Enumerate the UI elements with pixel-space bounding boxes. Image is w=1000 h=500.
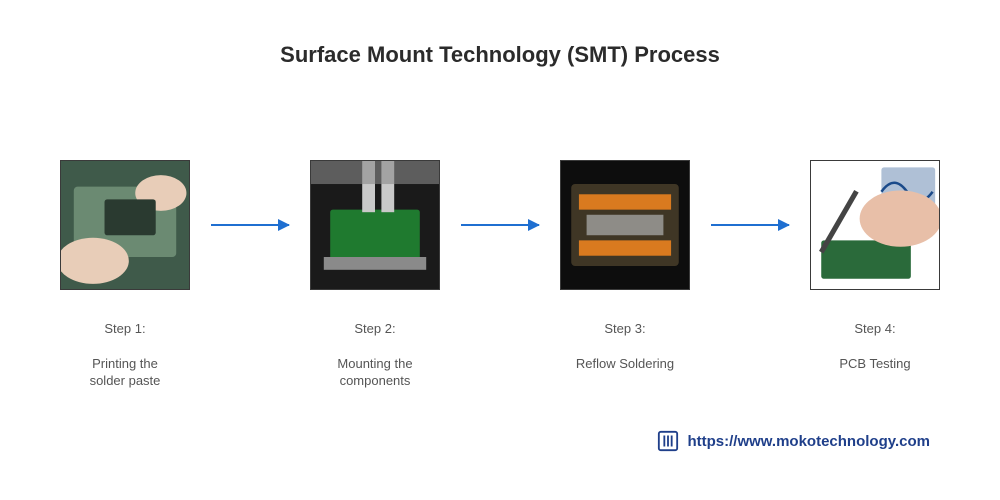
step-2: Step 2: Mounting the components — [300, 160, 450, 407]
step-4-label: Step 4: — [839, 320, 910, 338]
step-2-desc: Mounting the components — [337, 355, 412, 390]
step-1-label: Step 1: — [90, 320, 161, 338]
arrow-icon — [461, 224, 539, 226]
step-4-desc: PCB Testing — [839, 355, 910, 373]
footer-url-link[interactable]: https://www.mokotechnology.com — [687, 433, 930, 450]
arrow-2-3 — [455, 160, 545, 290]
arrow-3-4 — [705, 160, 795, 290]
step-3-image — [560, 160, 690, 290]
process-steps-row: Step 1: Printing the solder paste Step 2… — [50, 160, 950, 407]
brand-chip-icon — [657, 430, 679, 452]
arrow-icon — [211, 224, 289, 226]
step-1-desc: Printing the solder paste — [90, 355, 161, 390]
step-1: Step 1: Printing the solder paste — [50, 160, 200, 407]
step-2-label: Step 2: — [337, 320, 412, 338]
diagram-title: Surface Mount Technology (SMT) Process — [0, 42, 1000, 68]
step-2-caption: Step 2: Mounting the components — [337, 302, 412, 407]
step-3-caption: Step 3: Reflow Soldering — [576, 302, 674, 390]
step-1-image — [60, 160, 190, 290]
step-4: Step 4: PCB Testing — [800, 160, 950, 390]
arrow-1-2 — [205, 160, 295, 290]
step-3-desc: Reflow Soldering — [576, 355, 674, 373]
step-3-label: Step 3: — [576, 320, 674, 338]
step-2-image — [310, 160, 440, 290]
arrow-icon — [711, 224, 789, 226]
step-1-caption: Step 1: Printing the solder paste — [90, 302, 161, 407]
footer-attribution: https://www.mokotechnology.com — [657, 430, 930, 452]
step-4-caption: Step 4: PCB Testing — [839, 302, 910, 390]
step-4-image — [810, 160, 940, 290]
step-3: Step 3: Reflow Soldering — [550, 160, 700, 390]
